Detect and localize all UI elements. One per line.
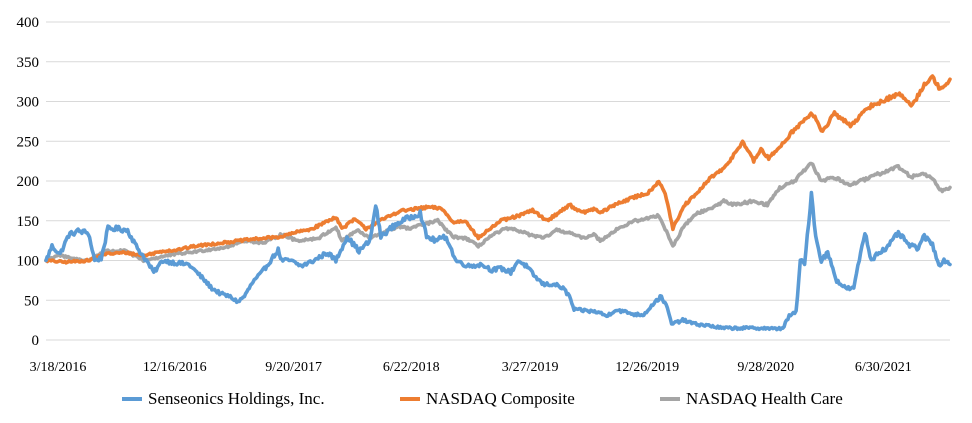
legend-label-0: Senseonics Holdings, Inc. <box>148 389 325 408</box>
series-line-2 <box>44 161 952 263</box>
gridlines <box>46 21 950 341</box>
x-tick-label: 12/26/2019 <box>615 360 679 375</box>
y-tick-label: 200 <box>17 174 40 190</box>
y-tick-label: 100 <box>17 254 40 270</box>
x-tick-label: 3/27/2019 <box>502 360 559 375</box>
series-line-1 <box>44 74 952 265</box>
y-tick-label: 50 <box>24 293 39 309</box>
x-tick-label: 6/22/2018 <box>383 360 440 375</box>
x-tick-label: 6/30/2021 <box>855 360 912 375</box>
legend: Senseonics Holdings, Inc. NASDAQ Composit… <box>122 389 843 408</box>
series-line-0 <box>44 190 952 332</box>
x-tick-label: 9/28/2020 <box>737 360 794 375</box>
x-tick-label: 9/20/2017 <box>265 360 322 375</box>
y-tick-label: 400 <box>17 15 40 31</box>
y-tick-label: 350 <box>17 55 40 71</box>
legend-label-2: NASDAQ Health Care <box>686 389 843 408</box>
y-tick-label: 250 <box>17 134 40 150</box>
y-axis-tick-labels: 0 50 100 150 200 250 300 350 400 <box>17 15 40 349</box>
x-tick-label: 3/18/2016 <box>30 360 87 375</box>
x-tick-label: 12/16/2016 <box>143 360 207 375</box>
y-tick-label: 150 <box>17 214 40 230</box>
y-tick-label: 300 <box>17 95 40 111</box>
series-lines <box>44 74 952 332</box>
legend-label-1: NASDAQ Composite <box>426 389 575 408</box>
x-axis-tick-labels: 3/18/2016 12/16/2016 9/20/2017 6/22/2018 3/2… <box>30 360 912 375</box>
y-tick-label: 0 <box>32 333 40 349</box>
